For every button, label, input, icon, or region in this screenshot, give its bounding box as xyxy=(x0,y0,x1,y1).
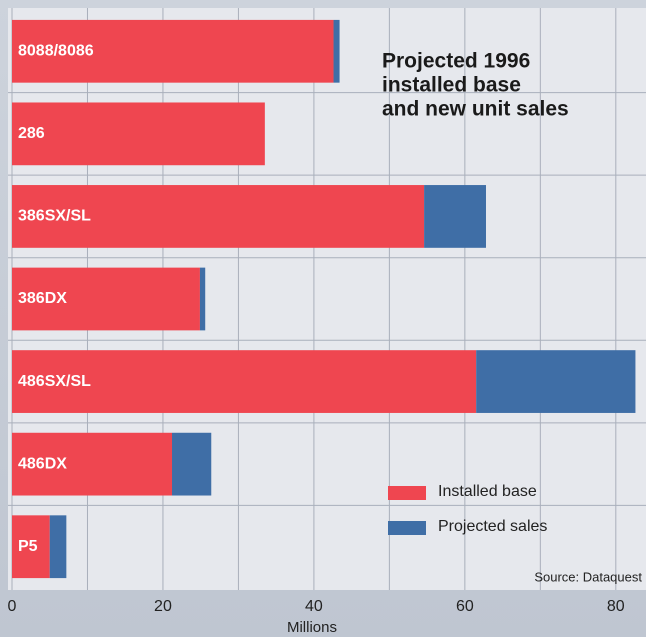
bar-segment xyxy=(49,515,67,579)
legend-swatch xyxy=(388,521,426,535)
x-tick-label: 60 xyxy=(456,598,474,615)
category-label: 386DX xyxy=(18,290,67,307)
category-label: P5 xyxy=(18,538,38,555)
bar-segment xyxy=(333,19,340,83)
bar-segment xyxy=(12,267,200,331)
x-tick-label: 0 xyxy=(8,598,17,615)
bar-segment xyxy=(12,102,265,166)
legend-swatch xyxy=(388,486,426,500)
category-label: 486SX/SL xyxy=(18,373,91,390)
x-tick-label: 20 xyxy=(154,598,172,615)
bar-segment xyxy=(424,185,486,248)
bar-segment xyxy=(12,432,173,496)
legend-label: Installed base xyxy=(438,483,537,500)
chart-title: installed base xyxy=(382,74,521,97)
chart-title: Projected 1996 xyxy=(382,50,530,73)
x-axis-label: Millions xyxy=(287,619,337,636)
bar-segment xyxy=(199,267,206,331)
legend-label: Projected sales xyxy=(438,518,547,535)
category-label: 286 xyxy=(18,125,45,142)
category-label: 8088/8086 xyxy=(18,43,94,60)
bar-segment xyxy=(172,432,212,496)
x-tick-label: 80 xyxy=(607,598,625,615)
bar-segment xyxy=(12,350,477,413)
source: Source: Dataquest xyxy=(534,569,642,584)
bar-segment xyxy=(12,185,425,248)
category-label: 386SX/SL xyxy=(18,208,91,225)
bar-segment xyxy=(12,515,50,579)
bar-segment xyxy=(12,19,334,83)
bar-segment xyxy=(476,350,636,413)
category-label: 486DX xyxy=(18,455,67,472)
x-tick-label: 40 xyxy=(305,598,323,615)
chart-title: and new unit sales xyxy=(382,98,569,121)
